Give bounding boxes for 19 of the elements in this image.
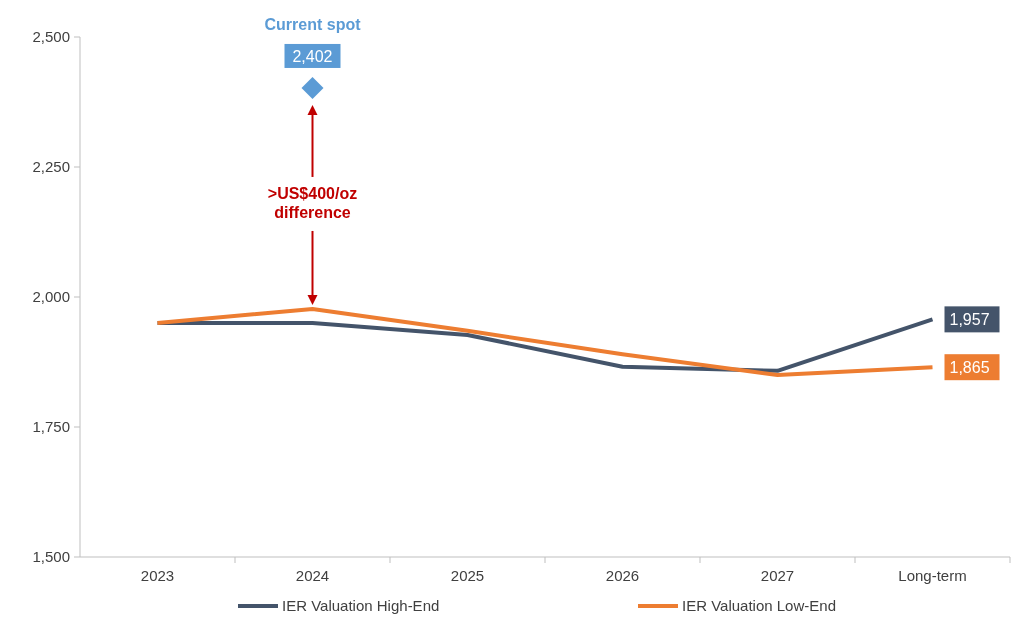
- text: Current spot: [264, 15, 362, 33]
- legend-label: IER Valuation High-End: [282, 597, 440, 614]
- data-label: 1,865: [949, 359, 990, 377]
- line-series: [155, 306, 935, 377]
- x-tick-label: Long-term: [898, 567, 967, 584]
- y-tick-label: 2,000: [32, 288, 70, 305]
- x-tick-label: 2025: [450, 567, 485, 584]
- legend-label: IER Valuation Low-End: [682, 597, 836, 614]
- x-tick-label: 2026: [605, 567, 640, 584]
- annotation: >US$400/oz difference: [267, 184, 358, 221]
- data-label: 2,402: [292, 47, 333, 65]
- y-tick-label: 2,250: [32, 158, 70, 175]
- x-tick-label: 2023: [140, 567, 175, 584]
- x-tick-label: 2024: [295, 567, 330, 584]
- x-tick-label: 2027: [760, 567, 795, 584]
- y-tick-label: 1,500: [32, 548, 70, 565]
- y-tick-label: 1,750: [32, 418, 70, 435]
- y-tick-label: 2,500: [32, 28, 70, 45]
- data-label: 1,957: [949, 311, 990, 329]
